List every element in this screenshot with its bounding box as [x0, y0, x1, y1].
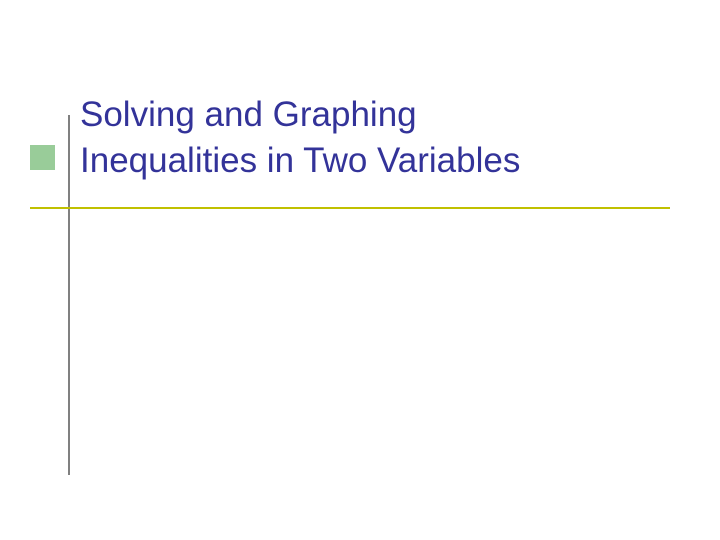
accent-square: [30, 145, 55, 170]
slide-container: Solving and Graphing Inequalities in Two…: [0, 0, 720, 540]
vertical-divider: [68, 115, 70, 475]
title-line-2: Inequalities in Two Variables: [80, 141, 520, 180]
title-line-1: Solving and Graphing: [80, 95, 417, 134]
slide-title: Solving and Graphing Inequalities in Two…: [80, 92, 680, 183]
horizontal-divider: [30, 207, 670, 209]
title-area: Solving and Graphing Inequalities in Two…: [80, 92, 680, 183]
